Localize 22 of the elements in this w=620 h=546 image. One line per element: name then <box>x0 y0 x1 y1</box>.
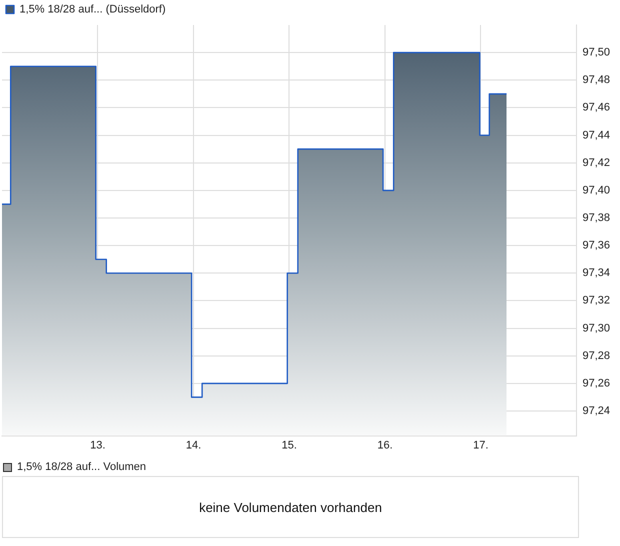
y-tick-label: 97,48 <box>582 74 610 86</box>
y-tick-label: 97,34 <box>582 267 610 280</box>
y-tick-label: 97,38 <box>582 212 610 224</box>
y-tick-label: 97,32 <box>582 294 610 307</box>
y-tick-label: 97,30 <box>582 322 610 334</box>
y-tick-label: 97,42 <box>582 156 610 169</box>
y-tick-label: 97,24 <box>582 405 610 418</box>
x-tick-label: 15. <box>282 439 297 452</box>
y-tick-label: 97,40 <box>582 184 610 196</box>
y-tick-label: 97,28 <box>582 350 610 362</box>
text: keine Volumendaten vorhanden <box>199 500 382 514</box>
x-tick-label: 14. <box>186 439 202 452</box>
y-tick-label: 97,44 <box>582 129 610 142</box>
x-tick-label: 17. <box>473 439 488 452</box>
text: 1,5% 18/28 auf... Volumen <box>17 461 146 473</box>
y-tick-label: 97,50 <box>582 46 610 59</box>
y-tick-label: 97,26 <box>582 377 610 390</box>
x-tick-label: 13. <box>90 439 106 452</box>
y-tick-label: 97,36 <box>582 240 610 252</box>
y-tick-label: 97,46 <box>582 102 610 114</box>
x-tick-label: 16. <box>377 439 393 452</box>
legend-label: 1,5% 18/28 auf... (Düsseldorf) <box>20 4 166 16</box>
